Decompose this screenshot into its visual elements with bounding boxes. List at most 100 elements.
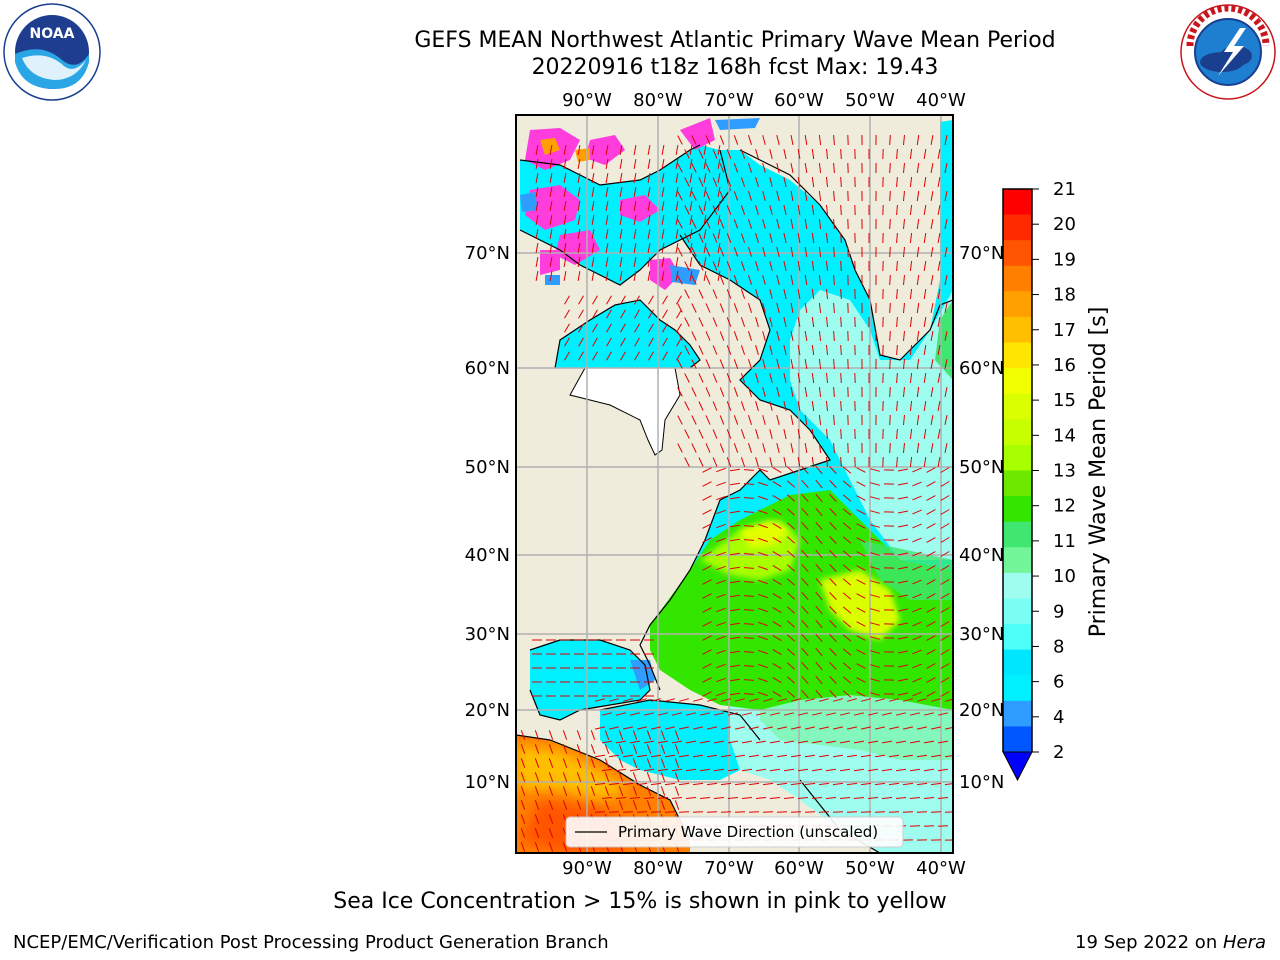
colorbar-extend-arrow [1002, 751, 1033, 782]
wave-arrow [684, 149, 690, 159]
wave-arrow [675, 187, 679, 197]
wave-arrow [705, 247, 711, 257]
wave-arrow [735, 754, 745, 758]
wave-arrow [563, 229, 567, 239]
wave-arrow [804, 303, 808, 313]
wave-arrow [769, 345, 773, 355]
svg-text:50°N: 50°N [959, 457, 1004, 478]
wave-arrow [856, 593, 866, 599]
wave-arrow [702, 523, 712, 529]
wave-arrow [926, 509, 936, 515]
wave-arrow [903, 134, 905, 146]
wave-arrow [937, 289, 941, 299]
wave-arrow [594, 811, 606, 813]
wave-arrow [903, 246, 905, 258]
wave-arrow [944, 443, 948, 453]
wave-arrow [801, 675, 809, 685]
wave-arrow [755, 345, 759, 355]
wave-arrow [665, 698, 675, 702]
wave-arrow [657, 797, 669, 799]
wave-arrow [895, 768, 907, 772]
wave-arrow [840, 316, 842, 328]
wave-arrow [842, 620, 852, 628]
wave-arrow [762, 726, 774, 730]
wave-arrow [714, 740, 724, 744]
wave-arrow [712, 289, 718, 299]
wave-arrow [833, 134, 835, 146]
wave-arrow [647, 201, 651, 211]
wave-arrow [926, 677, 936, 683]
wave-arrow [712, 233, 718, 243]
wave-arrow [840, 372, 842, 384]
wave-arrow [620, 295, 626, 305]
wave-arrow [870, 678, 880, 682]
wave-arrow [912, 509, 922, 515]
wave-arrow [897, 636, 909, 640]
wave-arrow [826, 176, 828, 188]
wave-arrow [577, 159, 581, 169]
wave-arrow [772, 620, 782, 628]
wave-arrow [903, 358, 905, 370]
wave-arrow [660, 758, 666, 768]
wave-arrow [618, 786, 624, 796]
wave-arrow [903, 386, 905, 398]
wave-arrow [604, 730, 610, 740]
wave-arrow [916, 330, 920, 342]
colorbar-bin [1003, 470, 1032, 497]
wave-arrow [938, 740, 948, 744]
wave-arrow [916, 134, 920, 146]
wave-arrow [716, 565, 726, 571]
wave-arrow [615, 797, 627, 799]
wave-arrow [940, 537, 950, 543]
svg-text:70°N: 70°N [465, 243, 510, 264]
wave-arrow [826, 740, 836, 744]
svg-text:50°N: 50°N [465, 457, 510, 478]
wave-arrow [882, 740, 892, 744]
wave-arrow [698, 261, 704, 271]
wave-arrow [591, 173, 595, 183]
wave-arrow [698, 149, 704, 159]
wave-arrow [702, 495, 712, 501]
wave-arrow [912, 691, 922, 697]
wave-arrow [691, 359, 697, 369]
wave-arrow [564, 351, 570, 361]
wave-arrow [829, 536, 837, 544]
wave-arrow [564, 295, 570, 305]
wave-arrow [662, 351, 668, 361]
wave-arrow [619, 215, 623, 225]
wave-arrow [903, 414, 905, 426]
wave-arrow [703, 187, 707, 197]
wave-arrow [842, 522, 852, 530]
wave-arrow [889, 274, 891, 286]
wave-arrow [909, 712, 921, 716]
wave-arrow [842, 676, 852, 684]
wave-arrow [916, 442, 920, 454]
wave-arrow [684, 289, 690, 299]
wave-arrow [931, 754, 941, 758]
wave-arrow [758, 621, 768, 627]
wave-arrow [818, 218, 822, 230]
wave-arrow [698, 401, 704, 411]
wave-arrow [923, 261, 927, 271]
wave-arrow [590, 772, 596, 782]
wave-arrow [755, 457, 759, 467]
wave-arrow [755, 401, 759, 411]
wave-arrow [702, 635, 712, 641]
wave-arrow [743, 469, 755, 471]
wave-arrow [705, 387, 711, 397]
wave-arrow [671, 797, 683, 799]
wave-arrow [749, 754, 759, 758]
wave-arrow [743, 525, 755, 527]
wave-arrow [520, 786, 526, 796]
wave-arrow [632, 730, 638, 740]
svg-text:50°W: 50°W [845, 858, 895, 879]
wave-arrow [675, 173, 679, 183]
wave-arrow [897, 552, 909, 556]
wave-arrow [591, 159, 595, 169]
wave-arrow [776, 442, 780, 454]
wave-arrow [675, 145, 679, 155]
wave-arrow [902, 782, 914, 786]
wave-arrow [833, 246, 835, 258]
wave-arrow [698, 205, 704, 215]
wave-arrow [783, 148, 787, 160]
